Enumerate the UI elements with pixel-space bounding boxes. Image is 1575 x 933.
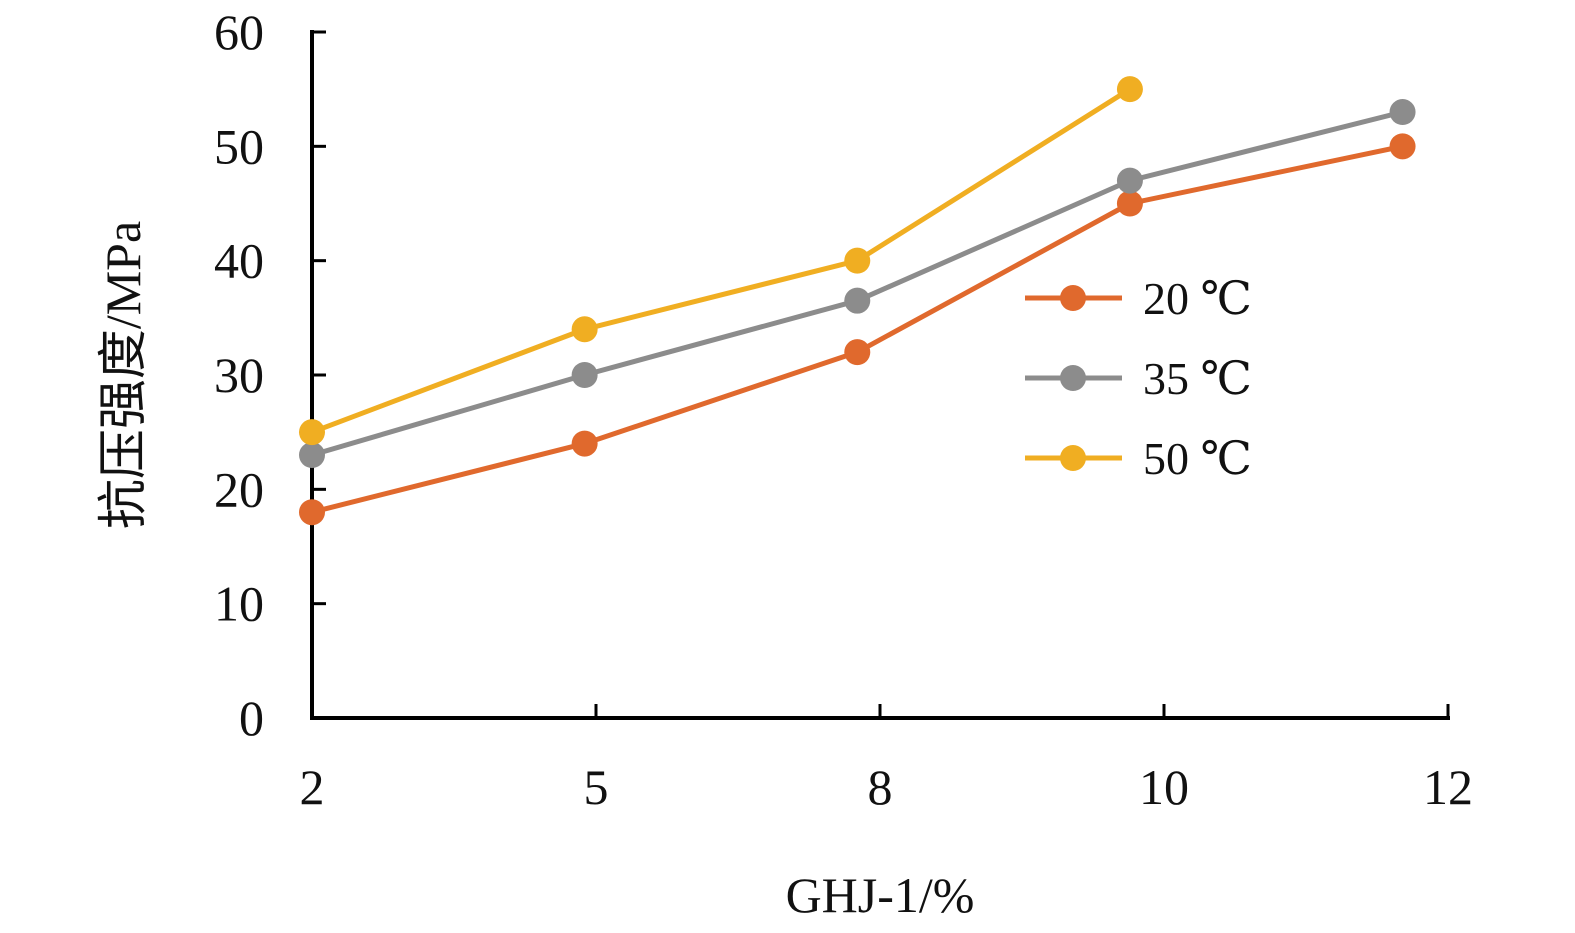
x-tick-label: 2: [300, 759, 325, 815]
legend-item: 20 ℃: [1025, 273, 1252, 324]
y-axis-title: 抗压强度/MPa: [95, 221, 151, 529]
data-point: [1389, 99, 1416, 126]
data-point: [844, 287, 871, 314]
axes: 0 10 20 30 40 50 60 2 5 8 10 12: [214, 4, 1473, 815]
y-tick-label: 40: [214, 233, 264, 289]
x-tick-label: 5: [584, 759, 609, 815]
data-point: [844, 339, 871, 366]
x-tick-label: 10: [1139, 759, 1189, 815]
x-tick-label: 8: [868, 759, 893, 815]
data-point: [571, 362, 598, 388]
x-axis-title: GHJ-1/%: [786, 867, 975, 923]
legend-label: 35 ℃: [1143, 353, 1252, 404]
series-1: [299, 133, 1416, 526]
y-tick-label: 20: [214, 461, 264, 517]
data-point: [299, 442, 325, 469]
data-point: [571, 430, 598, 457]
y-tick-label: 60: [214, 4, 264, 60]
y-tick-label: 10: [214, 576, 264, 632]
data-point: [1389, 133, 1416, 160]
legend-swatch-marker: [1060, 445, 1086, 471]
series-line: [309, 86, 1133, 435]
y-tick-label: 0: [239, 690, 264, 746]
y-tick-label: 30: [214, 347, 264, 403]
legend: 20 ℃ 35 ℃ 50 ℃: [1025, 273, 1252, 484]
legend-label: 20 ℃: [1143, 273, 1252, 324]
legend-swatch-marker: [1060, 285, 1086, 311]
data-point: [299, 419, 325, 446]
data-point: [1116, 167, 1143, 194]
y-tick-label: 50: [214, 118, 264, 174]
series-layer: [299, 76, 1416, 526]
legend-item: 50 ℃: [1025, 433, 1252, 484]
legend-swatch-marker: [1060, 365, 1086, 391]
series-3: [299, 76, 1143, 446]
data-point: [299, 499, 325, 526]
series-2: [299, 99, 1416, 469]
legend-item: 35 ℃: [1025, 353, 1252, 404]
data-point: [1116, 190, 1143, 217]
data-point: [571, 316, 598, 343]
data-point: [1116, 76, 1143, 103]
legend-label: 50 ℃: [1143, 433, 1252, 484]
data-point: [844, 247, 871, 274]
x-tick-label: 12: [1423, 759, 1473, 815]
